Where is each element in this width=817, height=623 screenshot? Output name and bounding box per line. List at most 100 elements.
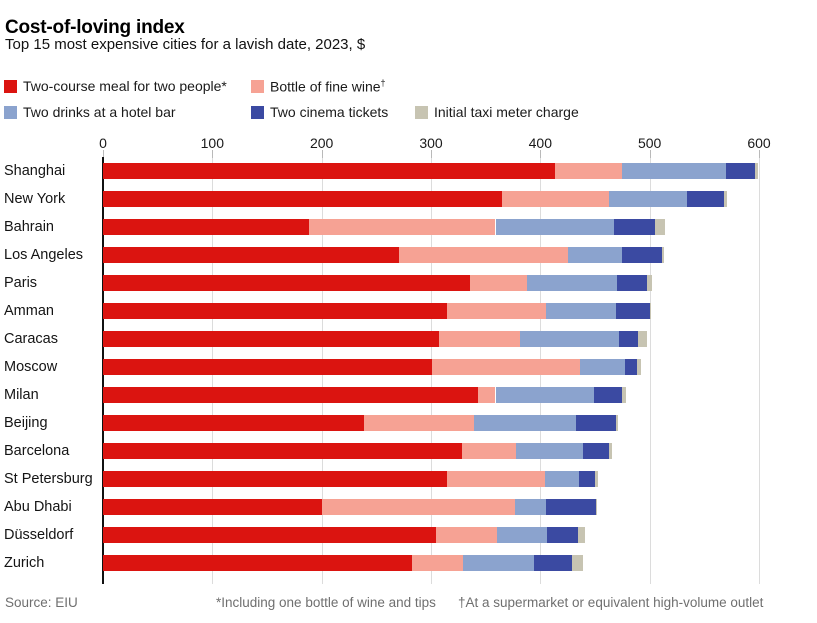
category-label: Bahrain bbox=[4, 219, 54, 235]
bar-segment-meal bbox=[103, 247, 400, 263]
bar-segment-taxi bbox=[596, 499, 598, 515]
bar-segment-wine bbox=[470, 275, 528, 291]
bar-segment-drinks bbox=[515, 499, 546, 515]
bar-segment-taxi bbox=[609, 443, 613, 459]
bar-segment-wine bbox=[502, 191, 610, 207]
source-note: Source: EIU bbox=[5, 595, 78, 610]
bar-segment-drinks bbox=[462, 555, 534, 571]
bar-segment-cinema bbox=[615, 303, 650, 319]
bar-segment-drinks bbox=[519, 331, 620, 347]
bar-segment-cinema bbox=[533, 555, 573, 571]
legend-swatch-meal bbox=[4, 79, 17, 93]
bar-segment-wine bbox=[461, 443, 517, 459]
bar-segment-cinema bbox=[726, 163, 755, 179]
x-tick-label: 100 bbox=[200, 135, 225, 151]
bar-segment-drinks bbox=[579, 359, 625, 375]
bar-segment-cinema bbox=[546, 527, 578, 543]
bar-segment-meal bbox=[103, 219, 309, 235]
bar-segment-drinks bbox=[545, 303, 616, 319]
bar-segment-taxi bbox=[595, 471, 599, 487]
category-label: Düsseldorf bbox=[4, 527, 74, 543]
bar-segment-wine bbox=[308, 219, 496, 235]
footnote-wine-tips: *Including one bottle of wine and tips bbox=[216, 595, 436, 610]
bar-segment-drinks bbox=[473, 415, 577, 431]
bar-segment-meal bbox=[103, 471, 448, 487]
bar-segment-taxi bbox=[637, 331, 648, 347]
bar-segment-cinema bbox=[576, 415, 616, 431]
legend-swatch-drinks bbox=[4, 105, 17, 119]
bar-segment-cinema bbox=[578, 471, 595, 487]
bar-segment-cinema bbox=[593, 387, 623, 403]
bar-segment-wine bbox=[399, 247, 568, 263]
x-tick-label: 200 bbox=[309, 135, 334, 151]
category-label: Abu Dhabi bbox=[4, 499, 72, 515]
bar-segment-wine bbox=[438, 331, 520, 347]
x-tick-label: 400 bbox=[528, 135, 553, 151]
bar-segment-cinema bbox=[622, 247, 662, 263]
x-tick-label: 600 bbox=[747, 135, 771, 151]
x-axis-tick bbox=[103, 150, 104, 158]
bar-segment-meal bbox=[103, 359, 433, 375]
bar-segment-cinema bbox=[545, 499, 597, 515]
bar-segment-drinks bbox=[516, 443, 583, 459]
x-tick-label: 0 bbox=[99, 135, 107, 151]
x-axis-tick bbox=[649, 150, 651, 158]
bar-segment-cinema bbox=[619, 331, 638, 347]
x-axis-tick bbox=[540, 150, 542, 158]
category-label: Shanghai bbox=[4, 163, 66, 179]
bar-segment-wine bbox=[447, 471, 545, 487]
legend-label: Two-course meal for two people* bbox=[23, 78, 227, 94]
legend-item-meal: Two-course meal for two people* bbox=[4, 78, 227, 94]
legend-item-cinema: Two cinema tickets bbox=[251, 104, 388, 120]
x-tick-label: 500 bbox=[637, 135, 662, 151]
chart-subtitle: Top 15 most expensive cities for a lavis… bbox=[5, 36, 366, 53]
bar-segment-drinks bbox=[527, 275, 617, 291]
gridline-600 bbox=[759, 157, 760, 584]
legend-item-drinks: Two drinks at a hotel bar bbox=[4, 104, 176, 120]
bar-segment-drinks bbox=[495, 219, 614, 235]
x-axis-tick bbox=[759, 150, 760, 158]
legend-swatch-wine bbox=[251, 79, 264, 93]
x-axis-tick bbox=[431, 150, 432, 158]
bar-segment-meal bbox=[103, 303, 448, 319]
chart-title: Cost-of-loving index bbox=[5, 16, 185, 38]
category-label: Amman bbox=[4, 303, 54, 319]
bar-segment-wine bbox=[432, 359, 580, 375]
bar-segment-wine bbox=[447, 303, 546, 319]
legend-label: Bottle of fine wine† bbox=[270, 78, 386, 95]
bar-segment-cinema bbox=[624, 359, 637, 375]
bar-segment-wine bbox=[364, 415, 474, 431]
bar-segment-meal bbox=[103, 415, 365, 431]
gridline-500 bbox=[649, 157, 651, 584]
x-axis-tick bbox=[212, 150, 214, 158]
bar-segment-meal bbox=[103, 387, 478, 403]
bar-segment-drinks bbox=[496, 527, 547, 543]
bar-segment-drinks bbox=[567, 247, 623, 263]
legend-label: Two drinks at a hotel bar bbox=[23, 104, 176, 120]
bar-segment-meal bbox=[103, 331, 439, 347]
bar-segment-taxi bbox=[724, 191, 728, 207]
bar-segment-meal bbox=[103, 527, 437, 543]
x-tick-label: 300 bbox=[419, 135, 443, 151]
bar-segment-wine bbox=[321, 499, 516, 515]
bar-segment-taxi bbox=[572, 555, 583, 571]
legend-swatch-taxi bbox=[415, 105, 428, 119]
bar-segment-meal bbox=[103, 555, 413, 571]
bar-segment-meal bbox=[103, 443, 462, 459]
category-label: Milan bbox=[4, 387, 39, 403]
bar-segment-taxi bbox=[636, 359, 641, 375]
bar-segment-taxi bbox=[622, 387, 626, 403]
bar-segment-wine bbox=[412, 555, 463, 571]
bar-segment-drinks bbox=[544, 471, 579, 487]
bar-segment-meal bbox=[103, 499, 322, 515]
category-label: St Petersburg bbox=[4, 471, 93, 487]
bar-segment-cinema bbox=[613, 219, 656, 235]
bar-segment-taxi bbox=[649, 303, 651, 319]
legend-item-wine: Bottle of fine wine† bbox=[251, 78, 386, 95]
bar-segment-wine bbox=[436, 527, 497, 543]
bar-segment-taxi bbox=[661, 247, 664, 263]
category-label: Moscow bbox=[4, 359, 58, 375]
category-label: Los Angeles bbox=[4, 247, 84, 263]
bar-segment-wine bbox=[478, 387, 496, 403]
category-label: Beijing bbox=[4, 415, 48, 431]
